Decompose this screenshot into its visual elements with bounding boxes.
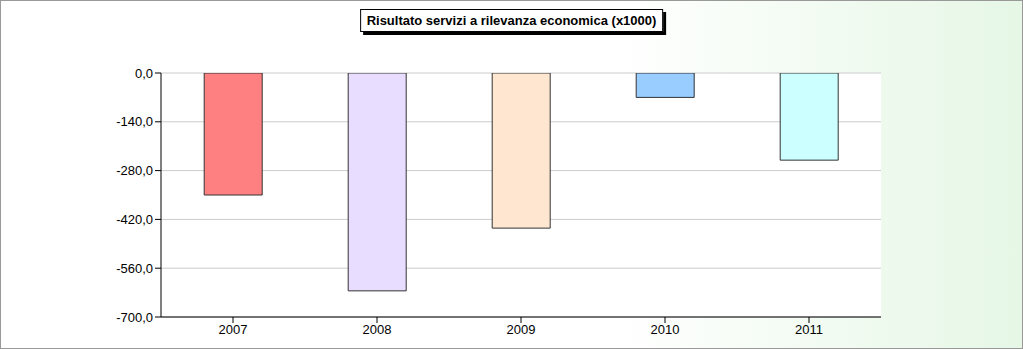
svg-text:2011: 2011: [795, 322, 823, 337]
html-text:Risultato servizi a rilevanza: Risultato servizi a rilevanza economica …: [366, 13, 657, 28]
svg-text:-560,0: -560,0: [116, 261, 153, 276]
svg-text:2010: 2010: [651, 322, 680, 337]
svg-text:-280,0: -280,0: [116, 163, 153, 178]
svg-text:-420,0: -420,0: [116, 212, 153, 227]
svg-text:-700,0: -700,0: [116, 310, 153, 325]
svg-text:2009: 2009: [507, 322, 536, 337]
svg-text:-140,0: -140,0: [116, 114, 153, 129]
svg-text:2007: 2007: [219, 322, 248, 337]
svg-text:2008: 2008: [363, 322, 392, 337]
svg-text:0,0: 0,0: [135, 66, 153, 81]
